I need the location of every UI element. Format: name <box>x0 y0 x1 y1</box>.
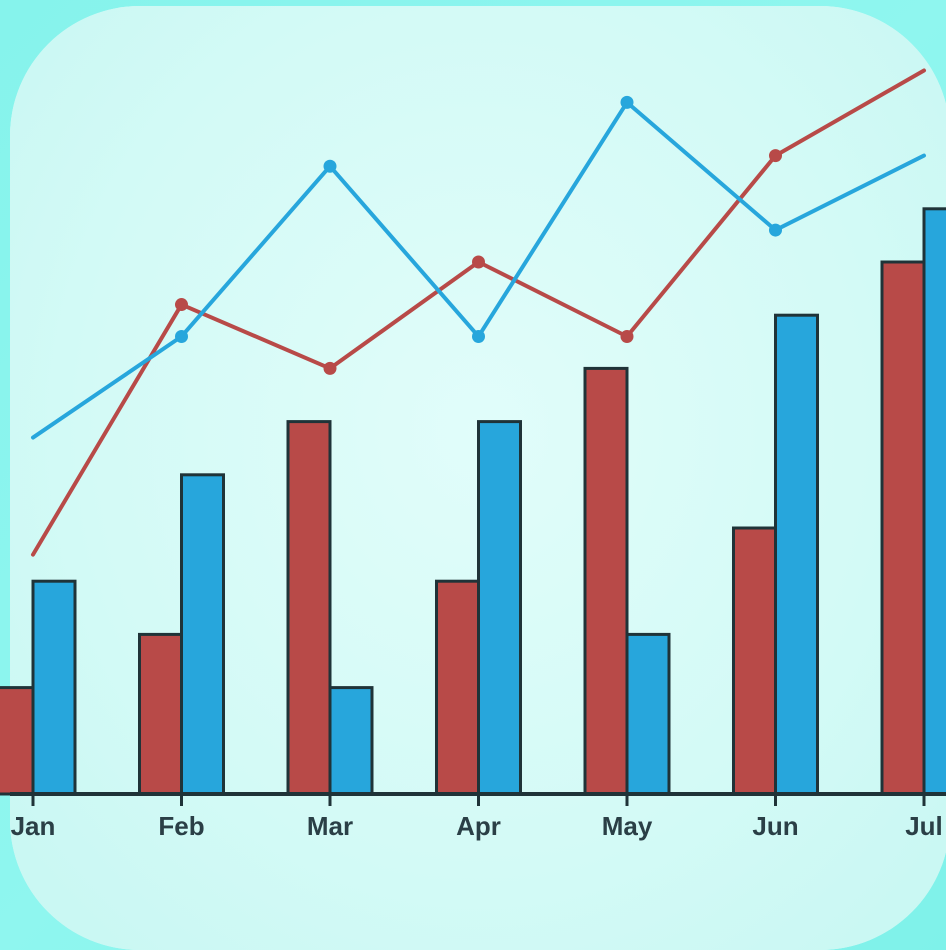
bar-red-mar <box>286 420 332 796</box>
bar-blue-may <box>625 632 671 796</box>
x-tick-labels-layer: Jan Feb Mar Apr May Jun Jul <box>11 811 943 841</box>
line-point-red-apr <box>472 255 485 269</box>
bar-blue-jan <box>31 579 77 796</box>
x-tick-label-jan: Jan <box>11 811 56 841</box>
bar-blue-feb <box>180 473 225 796</box>
line-point-blue-jun <box>769 223 782 237</box>
bar-red-jul <box>880 260 926 796</box>
line-point-blue-mar <box>323 159 337 173</box>
bar-blue-mar <box>328 686 374 796</box>
bar-red-jun <box>732 526 777 796</box>
bars-layer <box>0 207 946 796</box>
x-tick-label-feb: Feb <box>158 811 204 841</box>
line-point-red-feb <box>175 298 188 312</box>
lines-layer <box>31 68 926 557</box>
line-point-red-mar <box>323 361 337 375</box>
x-tick-label-may: May <box>602 811 653 841</box>
bar-red-may <box>583 366 629 796</box>
line-point-red-jun <box>769 149 782 163</box>
x-tick-label-jul: Jul <box>905 811 943 841</box>
line-point-blue-may <box>620 95 634 109</box>
x-tick-label-apr: Apr <box>456 811 501 841</box>
bar-red-feb <box>138 632 183 796</box>
x-tick-label-mar: Mar <box>307 811 353 841</box>
bar-red-apr <box>435 579 480 796</box>
bar-red-jan <box>0 686 35 796</box>
bar-blue-jul <box>922 207 946 796</box>
line-point-blue-apr <box>472 329 485 343</box>
x-ticks-layer <box>31 794 926 806</box>
bar-blue-jun <box>774 313 819 796</box>
line-point-red-may <box>620 329 634 343</box>
bar-blue-apr <box>477 420 522 796</box>
x-tick-label-jun: Jun <box>752 811 798 841</box>
line-point-blue-feb <box>175 329 188 343</box>
